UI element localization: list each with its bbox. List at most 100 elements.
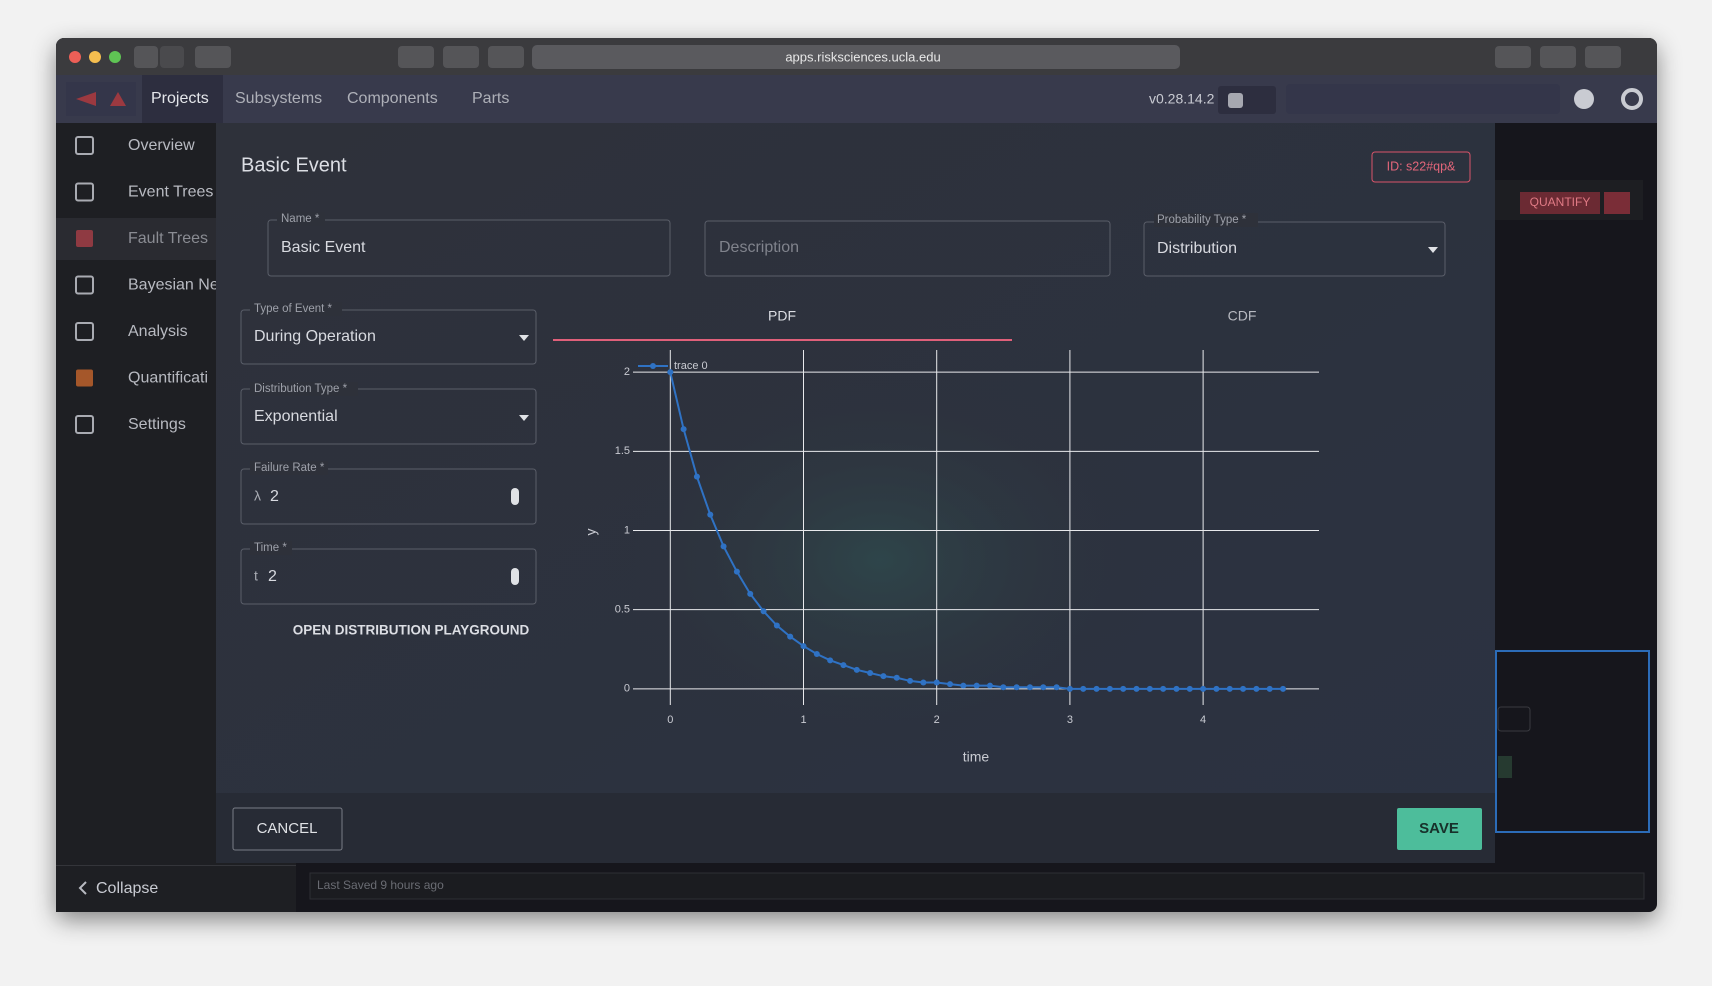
sidebar-item[interactable]: Event Trees (128, 184, 213, 201)
sidebar-icon (75, 322, 94, 341)
account[interactable] (1574, 89, 1594, 109)
marker (1213, 685, 1220, 692)
name-label: Name * (281, 213, 320, 225)
distribution-type-field[interactable] (240, 388, 537, 445)
glow (600, 360, 1160, 760)
sidebar-item[interactable]: Quantificati (128, 370, 208, 387)
forward[interactable] (160, 46, 184, 68)
nav-item[interactable]: Parts (472, 90, 509, 107)
marker (907, 677, 914, 684)
back[interactable] (134, 46, 158, 68)
cancel-button[interactable] (232, 807, 343, 851)
x-tick-label: 4 (1200, 714, 1206, 726)
dropdown-arrow (519, 415, 529, 421)
sidebar-icon (75, 182, 94, 202)
time-value: 2 (268, 568, 277, 585)
label-bg (277, 212, 325, 226)
marker (1266, 685, 1273, 692)
probability-type-field[interactable] (1143, 221, 1446, 277)
marker (827, 657, 834, 664)
x-tick-label: 3 (1067, 714, 1073, 726)
description-field[interactable] (704, 220, 1111, 277)
cancel: CANCEL (257, 820, 318, 837)
event-type-field[interactable] (240, 309, 537, 365)
dialog-title: Basic Event (241, 154, 347, 176)
marker (1013, 684, 1020, 691)
close[interactable] (69, 51, 81, 63)
marker (1053, 684, 1060, 691)
label-bg (250, 382, 358, 396)
distribution-type-label: Distribution Type * (254, 383, 348, 395)
x-axis-label: time (963, 749, 990, 765)
nav-item[interactable]: Subsystems (235, 90, 322, 107)
sidebar-item[interactable]: Settings (128, 416, 186, 433)
name-field[interactable] (267, 219, 671, 277)
failure-rate-prefix: λ (254, 488, 261, 504)
time-label: Time * (254, 542, 287, 554)
quantify-menu[interactable] (1604, 192, 1630, 214)
marker (720, 543, 727, 550)
status: Last Saved 9 hours ago (317, 878, 444, 892)
time-field[interactable] (240, 548, 537, 605)
ext[interactable] (443, 46, 479, 68)
tab-pdf[interactable]: PDF (768, 308, 796, 324)
marker (1160, 685, 1167, 692)
marker (707, 511, 714, 518)
nav-item[interactable]: Components (347, 90, 438, 107)
playground-link[interactable]: OPEN DISTRIBUTION PLAYGROUND (293, 623, 530, 638)
marker (773, 622, 780, 629)
tabs[interactable] (1585, 46, 1621, 68)
spinner[interactable] (511, 568, 519, 585)
y-tick-label: 0.5 (615, 604, 630, 616)
share[interactable] (1540, 46, 1576, 68)
download[interactable] (1495, 46, 1531, 68)
sidebar-icon (76, 369, 93, 387)
marker (867, 670, 874, 676)
marker (1200, 685, 1207, 692)
failure-rate-field[interactable] (240, 468, 537, 525)
probability-type-label: Probability Type * (1157, 214, 1247, 226)
marker (787, 633, 794, 640)
spinner[interactable] (511, 488, 519, 505)
x-tick-label: 2 (934, 714, 940, 726)
url-bar[interactable] (532, 45, 1180, 69)
quantify[interactable] (1520, 192, 1600, 214)
ext[interactable] (398, 46, 434, 68)
marker (1000, 684, 1007, 691)
time-prefix: t (254, 568, 258, 584)
y-axis-label: y (583, 529, 599, 536)
collapse[interactable]: Collapse (96, 880, 158, 897)
dialog-footer (216, 793, 1495, 863)
tab-cdf[interactable]: CDF (1228, 308, 1257, 324)
x-tick-label: 1 (800, 714, 806, 726)
marker (880, 673, 887, 680)
sidebar-item[interactable]: Overview (128, 137, 195, 154)
distribution-type-value: Exponential (254, 408, 338, 425)
ext[interactable] (488, 46, 524, 68)
legend-label: trace 0 (674, 360, 708, 372)
marker (1093, 685, 1100, 692)
marker (960, 682, 967, 689)
save-button[interactable] (1397, 808, 1482, 850)
nav-item[interactable]: Projects (151, 90, 209, 107)
search[interactable] (1286, 84, 1560, 114)
nav-active (142, 75, 223, 123)
minimize[interactable] (89, 51, 101, 63)
label-bg (250, 541, 292, 555)
add-button[interactable] (1218, 86, 1276, 114)
sidebar-item[interactable]: Fault Trees (128, 230, 208, 247)
dropdown-arrow (1428, 247, 1438, 253)
marker (920, 679, 927, 686)
marker (947, 681, 954, 688)
sidebar-item[interactable]: Bayesian Ne (128, 277, 219, 294)
url: apps.risksciences.ucla.edu (785, 49, 940, 64)
zoom[interactable] (109, 51, 121, 63)
label-bg (1154, 213, 1258, 227)
marker (1066, 685, 1073, 692)
node (1498, 756, 1512, 778)
sidebar-toggle[interactable] (195, 46, 231, 68)
marker (1253, 685, 1260, 692)
settings-icon[interactable] (1621, 88, 1643, 110)
marker (1226, 685, 1233, 692)
sidebar-item[interactable]: Analysis (128, 323, 188, 340)
